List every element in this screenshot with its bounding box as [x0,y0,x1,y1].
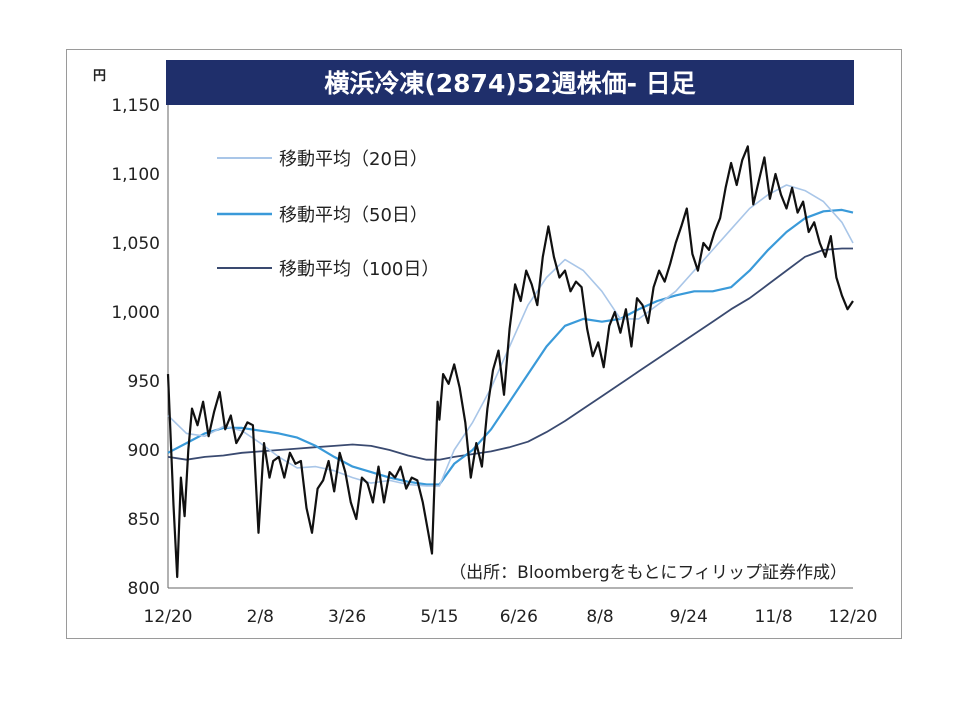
plot-series [166,145,854,579]
legend-label-ma100: 移動平均（100日） [279,259,439,280]
chart-frame: 横浜冷凍(2874)52週株価- 日足 円 800 850 900 950 1,000 1… [66,49,902,639]
y-tick-label: 1,050 [111,234,160,254]
y-tick-label: 800 [128,579,160,599]
ma100-line [167,247,853,461]
y-tick-labels: 800 850 900 950 1,000 1,050 1,100 1,150 [111,96,160,599]
x-tick-label: 2/8 [247,607,274,627]
ma50-line [167,208,854,486]
y-unit-label: 円 [93,69,106,84]
title-banner [166,60,854,105]
legend: 移動平均（20日） 移動平均（50日） 移動平均（100日） [217,149,439,280]
chart-title: 横浜冷凍(2874)52週株価- 日足 [324,69,695,98]
legend-label-ma50: 移動平均（50日） [279,205,428,226]
x-tick-labels: 12/20 2/8 3/26 5/15 6/26 8/8 9/24 11/8 12/20 [144,607,878,627]
x-tick-label: 3/26 [328,607,366,627]
x-tick-label: 6/26 [500,607,538,627]
price-chart: 横浜冷凍(2874)52週株価- 日足 円 800 850 900 950 1,000 1… [93,60,878,627]
x-tick-label: 9/24 [670,607,708,627]
x-tick-label: 12/20 [144,607,193,627]
y-tick-label: 1,000 [111,303,160,323]
y-tick-label: 1,150 [111,96,160,116]
ma20-line [167,184,854,487]
legend-label-ma20: 移動平均（20日） [279,149,428,170]
y-tick-label: 1,100 [111,165,160,185]
price-line [166,145,854,579]
x-tick-label: 11/8 [755,607,793,627]
x-tick-label: 5/15 [420,607,458,627]
x-tick-label: 8/8 [586,607,613,627]
y-tick-label: 850 [128,510,160,530]
x-tick-label: 12/20 [829,607,878,627]
source-note: （出所：Bloombergをもとにフィリップ証券作成） [449,563,847,583]
y-tick-label: 900 [128,441,160,461]
y-tick-label: 950 [128,372,160,392]
